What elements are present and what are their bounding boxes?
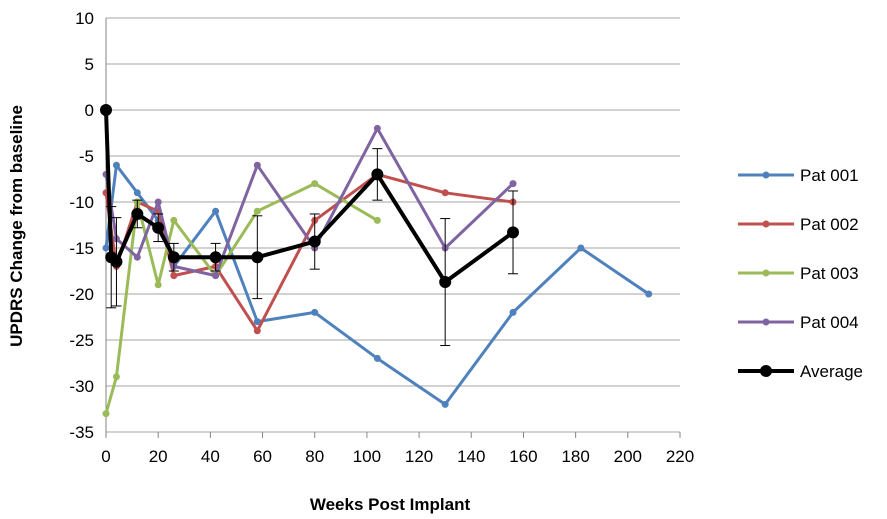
series-line — [104, 109, 515, 285]
legend-swatch-marker — [762, 269, 770, 277]
x-axis-title: Weeks Post Implant — [310, 495, 471, 514]
data-point — [253, 161, 261, 169]
data-point — [209, 251, 222, 264]
x-tick-label: 100 — [353, 447, 381, 466]
data-point — [253, 207, 261, 215]
data-point — [311, 308, 319, 316]
legend-swatch-marker — [760, 365, 772, 377]
legend-swatch-marker — [762, 171, 770, 179]
x-tick-label: 80 — [305, 447, 324, 466]
data-point — [373, 216, 381, 224]
data-point — [308, 235, 321, 248]
y-tick-label: -20 — [69, 285, 94, 304]
data-point — [251, 251, 264, 264]
x-tick-label: 160 — [509, 447, 537, 466]
legend-label: Pat 003 — [800, 264, 859, 283]
series-average — [100, 104, 520, 347]
data-point — [133, 253, 141, 261]
series-pat-001 — [102, 161, 653, 408]
y-tick-label: -15 — [69, 239, 94, 258]
legend-label: Pat 002 — [800, 215, 859, 234]
data-point — [253, 318, 261, 326]
data-point — [509, 308, 517, 316]
y-tick-label: 10 — [75, 9, 94, 28]
data-point — [131, 207, 144, 220]
data-point — [373, 124, 381, 132]
data-point — [167, 251, 180, 264]
legend-swatch-marker — [762, 220, 770, 228]
data-point — [253, 327, 261, 335]
series-line — [104, 163, 650, 406]
data-point — [152, 221, 165, 234]
y-tick-label: -5 — [79, 147, 94, 166]
x-tick-label: 0 — [101, 447, 110, 466]
y-tick-label: -10 — [69, 193, 94, 212]
x-tick-label: 200 — [614, 447, 642, 466]
data-point — [170, 216, 178, 224]
data-point — [100, 104, 112, 116]
data-point — [102, 410, 110, 418]
y-tick-label: -35 — [69, 423, 94, 442]
legend-item: Average — [738, 362, 863, 381]
legend-label: Average — [800, 362, 863, 381]
legend-label: Pat 004 — [800, 313, 859, 332]
legend-item: Pat 001 — [738, 166, 859, 185]
x-tick-label: 120 — [405, 447, 433, 466]
data-point — [373, 354, 381, 362]
data-point — [439, 276, 452, 289]
legend-label: Pat 001 — [800, 166, 859, 185]
axes — [105, 18, 681, 438]
tick-labels: 10 5 0 -5 -10 -15 -20 -25 -30 -35 0 20 40 60 80 100 120 1… — [69, 9, 694, 466]
data-point — [112, 161, 120, 169]
data-point — [133, 189, 141, 197]
x-tick-label: 40 — [201, 447, 220, 466]
series-lines — [100, 104, 653, 418]
y-axis-title: UPDRS Change from baseline — [7, 105, 26, 347]
legend-item: Pat 002 — [738, 215, 859, 234]
y-tick-label: -30 — [69, 377, 94, 396]
legend-item: Pat 004 — [738, 313, 859, 332]
data-point — [212, 207, 220, 215]
data-point — [507, 226, 520, 239]
data-point — [154, 281, 162, 289]
legend-item: Pat 003 — [738, 264, 859, 283]
legend-swatch-marker — [762, 318, 770, 326]
data-point — [212, 272, 220, 280]
data-point — [441, 189, 449, 197]
data-point — [645, 290, 653, 298]
x-tick-label: 60 — [253, 447, 272, 466]
data-point — [154, 198, 162, 206]
data-point — [509, 180, 517, 188]
data-point — [311, 180, 319, 188]
y-tick-label: 0 — [85, 101, 94, 120]
x-tick-label: 220 — [666, 447, 694, 466]
y-tick-label: -25 — [69, 331, 94, 350]
data-point — [441, 400, 449, 408]
x-tick-label: 180 — [561, 447, 589, 466]
data-point — [112, 373, 120, 381]
x-tick-label: 20 — [149, 447, 168, 466]
data-point — [170, 272, 178, 280]
data-point — [371, 168, 384, 181]
y-tick-label: 5 — [85, 55, 94, 74]
legend: Pat 001 Pat 002 Pat 003 Pat 004 Average — [738, 166, 863, 381]
data-point — [110, 255, 123, 268]
series-pat-004 — [102, 124, 517, 280]
data-point — [102, 244, 110, 252]
x-tick-label: 140 — [457, 447, 485, 466]
data-point — [577, 244, 585, 252]
